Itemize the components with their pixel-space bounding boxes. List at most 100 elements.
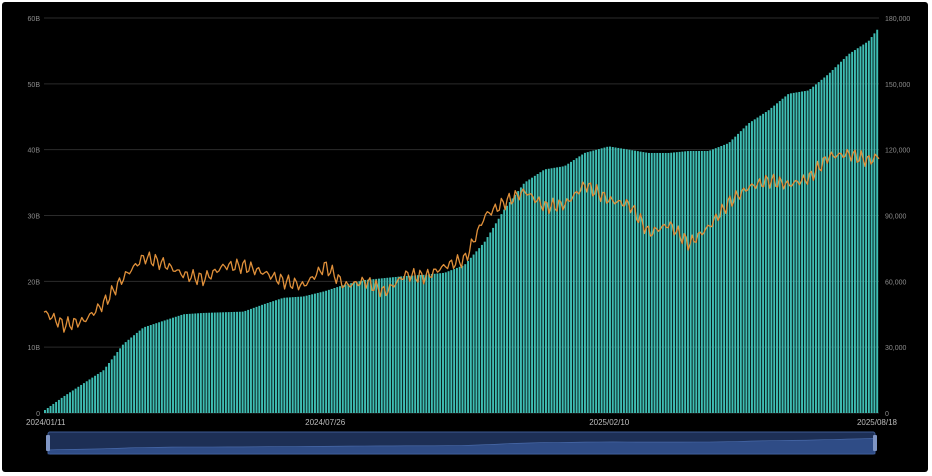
bar [686,151,689,413]
bar [211,312,213,413]
bar [52,403,55,413]
bar [172,317,174,413]
bar [152,324,155,413]
bar [500,214,503,413]
bar [845,56,848,413]
bar [458,266,461,413]
bar [750,121,753,413]
bar [433,273,436,413]
bar [625,149,628,413]
bar [266,302,269,413]
bar [269,302,272,413]
bar [692,150,695,414]
bar [74,388,77,413]
bar [224,312,227,413]
bar [675,152,678,413]
bar [149,325,152,413]
bar [848,53,851,414]
bar [127,339,130,413]
bar [776,103,778,413]
slider-preview [47,437,876,455]
slider-handle-right[interactable] [873,435,877,451]
bar [322,291,325,413]
bar [208,312,211,413]
bar [339,286,341,413]
bar [556,167,559,413]
bar [327,289,330,413]
bar [503,209,506,413]
bar [219,312,222,413]
bar [144,326,147,413]
bar [55,401,58,413]
bar [155,323,158,413]
bar [578,156,581,413]
y-left-tick-label: 0 [36,411,40,418]
bar [275,300,277,413]
bar [826,75,829,413]
bar [492,227,495,413]
bar [391,277,394,413]
bar [545,169,547,413]
bar [586,152,589,413]
bar [160,321,163,413]
bar [344,284,347,413]
bar [739,131,742,413]
bar [517,191,520,413]
bar [792,92,795,413]
bar [355,281,358,413]
slider-handle-left[interactable] [46,435,50,451]
bar [622,148,625,414]
bar [380,278,383,413]
bar [44,410,46,413]
bar [133,335,136,413]
bar [489,232,492,413]
bar [592,150,595,413]
bar [394,276,397,413]
bar [656,152,659,413]
bar [734,136,737,413]
bar [60,397,63,413]
bar [661,152,664,413]
bar [828,72,831,413]
y-right-tick-label: 60,000 [885,279,907,286]
bar [238,311,241,413]
bar [567,163,570,413]
bar [703,150,706,414]
bar [508,202,511,413]
bar [77,386,80,413]
bar [531,177,534,413]
bar [647,152,650,413]
bar [717,147,720,413]
bar [461,265,464,413]
bar [773,105,776,414]
x-tick-label: 2025/08/18 [857,418,898,427]
bar [180,314,183,413]
y-left-tick-label: 60B [28,16,41,23]
bar [130,337,133,413]
bar [525,181,528,413]
bar [645,152,648,413]
bar [853,50,856,414]
y-left-tick-label: 50B [28,82,41,89]
bar [851,51,854,413]
bar [400,276,403,413]
bar [280,298,283,413]
y-right-tick-label: 90,000 [885,214,907,221]
bar [352,282,355,413]
bar [570,161,572,413]
bar [414,275,417,413]
bar [102,370,105,413]
bar [177,315,180,413]
bar [667,152,670,413]
zoom-slider[interactable] [46,431,877,455]
bar [650,152,653,413]
bar [561,166,564,413]
bar [199,313,202,413]
bar [681,151,684,414]
bar [620,148,623,413]
bar [450,270,453,413]
bar [558,166,561,413]
y-right-tick-label: 0 [885,411,889,418]
bar [475,251,478,413]
bar [684,151,687,413]
